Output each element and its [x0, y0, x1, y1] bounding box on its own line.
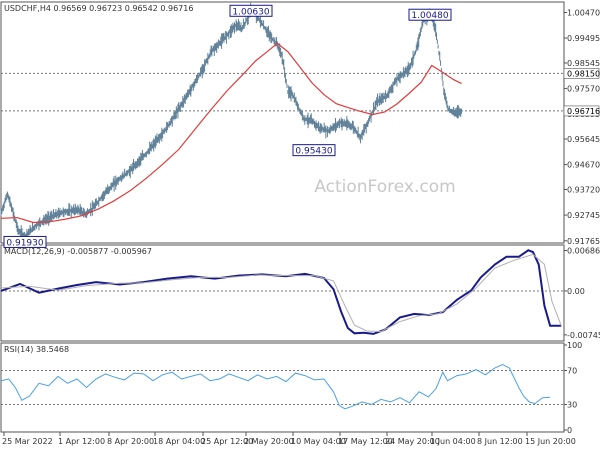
time-tick-label: 17 May 12:00 [338, 437, 393, 446]
macd-ytick-label: 0.00 [567, 287, 585, 296]
price-ma-line [0, 42, 462, 224]
price-axis-marker-label: 0.96716 [567, 107, 600, 116]
macd-panel-frame [0, 244, 565, 342]
rsi-ytick-label: 70 [567, 367, 577, 376]
time-tick-label: 25 Mar 2022 [2, 437, 53, 446]
time-tick-label: 24 May 20:00 [385, 437, 440, 446]
price-ytick-label: 0.97570 [567, 85, 600, 94]
rsi-ytick-label: 30 [567, 401, 577, 410]
rsi-ytick-label: 0 [567, 426, 572, 435]
price-annotation-box [408, 8, 452, 21]
rsi-line [0, 364, 551, 410]
price-ytick-label: 0.95645 [567, 135, 600, 144]
price-annotation-label: 0.95430 [295, 147, 332, 157]
time-tick-label: 1 Apr 12:00 [58, 437, 105, 446]
price-ytick-label: 0.92745 [567, 211, 600, 220]
rsi-panel-frame [0, 342, 565, 433]
macd-title: MACD(12,26,9) -0.005877 -0.005967 [4, 247, 152, 256]
price-ytick-label: 0.98545 [567, 59, 600, 68]
macd-signal-line [0, 253, 562, 333]
time-tick-label: 15 Jun 20:00 [525, 437, 576, 446]
rsi-title: RSI(14) 38.5468 [4, 345, 69, 354]
time-tick-label: 18 Apr 04:00 [153, 437, 205, 446]
price-annotation-label: 1.00480 [411, 11, 448, 21]
macd-ytick-label: -0.007454 [567, 331, 600, 340]
price-ytick-label: 1.00470 [567, 8, 600, 17]
time-tick-label: 25 Apr 12:00 [201, 437, 253, 446]
watermark: ActionForex.com [314, 177, 455, 197]
price-annotation-box [229, 4, 273, 17]
price-axis-marker-label: 0.98150 [567, 69, 600, 78]
price-annotation-box [3, 235, 47, 248]
macd-ytick-label: 0.006861 [567, 247, 600, 256]
price-ytick-label: 0.91765 [567, 237, 600, 246]
price-ytick-label: 0.99495 [567, 34, 600, 43]
price-axis-marker [563, 68, 600, 79]
price-annotation-label: 0.91930 [6, 238, 43, 248]
time-tick-label: 2 May 20:00 [244, 437, 294, 446]
rsi-ytick-label: 100 [567, 341, 582, 350]
price-ytick-label: 0.94670 [567, 161, 600, 170]
price-ytick-label: 0.93720 [567, 186, 600, 195]
price-panel-frame [0, 1, 565, 244]
macd-macd-line [0, 249, 562, 335]
time-tick-label: 8 Apr 20:00 [107, 437, 154, 446]
time-tick-label: 10 May 04:00 [291, 437, 346, 446]
time-tick-label: 8 Jun 12:00 [477, 437, 523, 446]
price-axis-marker [563, 105, 600, 117]
price-title: USDCHF,H4 0.96569 0.96723 0.96542 0.9671… [4, 4, 193, 13]
time-tick-label: 1 Jun 04:00 [430, 437, 476, 446]
price-annotation-label: 1.00630 [232, 7, 269, 17]
price-annotation-box [292, 144, 336, 157]
